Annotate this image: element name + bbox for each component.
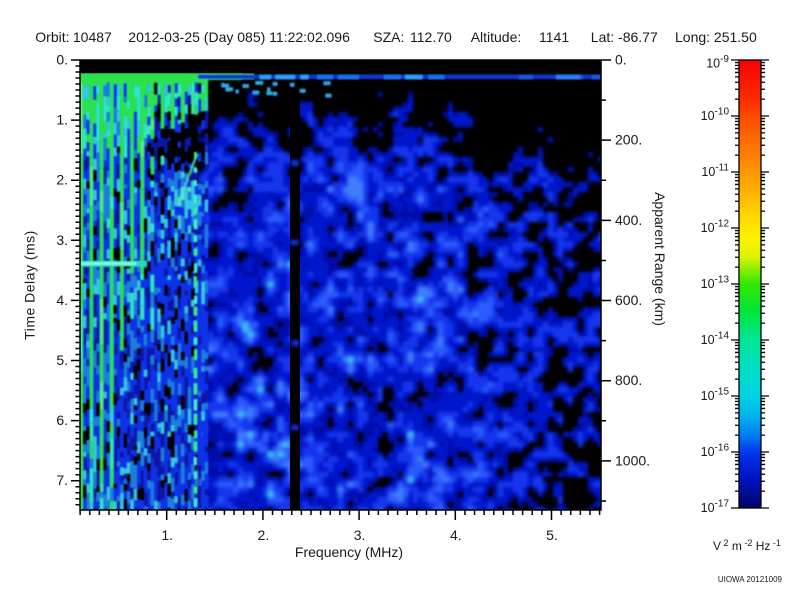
svg-text:0.: 0. <box>56 52 68 68</box>
svg-text:800.: 800. <box>615 372 642 388</box>
svg-text:7.: 7. <box>56 472 68 488</box>
svg-text:Altitude:: Altitude: <box>471 29 522 45</box>
svg-text:5.: 5. <box>56 352 68 368</box>
svg-text:4.: 4. <box>450 527 462 543</box>
svg-text:1000.: 1000. <box>615 452 650 468</box>
svg-text:1.: 1. <box>161 527 173 543</box>
svg-text:400.: 400. <box>615 212 642 228</box>
svg-text:10-11: 10-11 <box>701 163 729 180</box>
svg-text:Time Delay (ms): Time Delay (ms) <box>22 230 38 340</box>
svg-text:SZA:: SZA: <box>373 29 404 45</box>
svg-text:600.: 600. <box>615 292 642 308</box>
svg-text:2.: 2. <box>258 527 270 543</box>
svg-text:1.: 1. <box>56 112 68 128</box>
svg-text:Frequency (MHz): Frequency (MHz) <box>295 544 403 560</box>
svg-text:0.: 0. <box>615 52 627 68</box>
svg-text:Long: 251.50: Long: 251.50 <box>675 29 757 45</box>
svg-text:2012-03-25 (Day 085) 11:22:02.: 2012-03-25 (Day 085) 11:22:02.096 <box>128 29 350 45</box>
svg-text:10-16: 10-16 <box>701 443 730 460</box>
svg-text:10-14: 10-14 <box>701 331 730 348</box>
svg-text:V 2 m -2 Hz -1: V 2 m -2 Hz -1 <box>713 538 781 553</box>
svg-text:3.: 3. <box>56 232 68 248</box>
svg-text:10-10: 10-10 <box>701 107 730 124</box>
svg-text:10-15: 10-15 <box>701 387 730 404</box>
svg-text:Lat: -86.77: Lat: -86.77 <box>591 29 658 45</box>
svg-text:6.: 6. <box>56 412 68 428</box>
svg-text:1141: 1141 <box>539 29 569 45</box>
svg-text:Orbit:: Orbit: <box>35 29 69 45</box>
svg-text:10-13: 10-13 <box>701 275 730 292</box>
svg-text:5.: 5. <box>546 527 558 543</box>
svg-text:10487: 10487 <box>73 29 112 45</box>
svg-text:4.: 4. <box>56 292 68 308</box>
svg-text:10-12: 10-12 <box>701 219 730 236</box>
svg-text:2.: 2. <box>56 172 68 188</box>
svg-text:10-9: 10-9 <box>706 54 729 71</box>
svg-text:3.: 3. <box>354 527 366 543</box>
svg-text:Apparent Range (km): Apparent Range (km) <box>652 192 668 326</box>
svg-text:200.: 200. <box>615 132 642 148</box>
svg-text:UIOWA 20121009: UIOWA 20121009 <box>718 575 783 584</box>
svg-text:112.70: 112.70 <box>410 29 452 45</box>
svg-text:10-17: 10-17 <box>701 499 730 516</box>
